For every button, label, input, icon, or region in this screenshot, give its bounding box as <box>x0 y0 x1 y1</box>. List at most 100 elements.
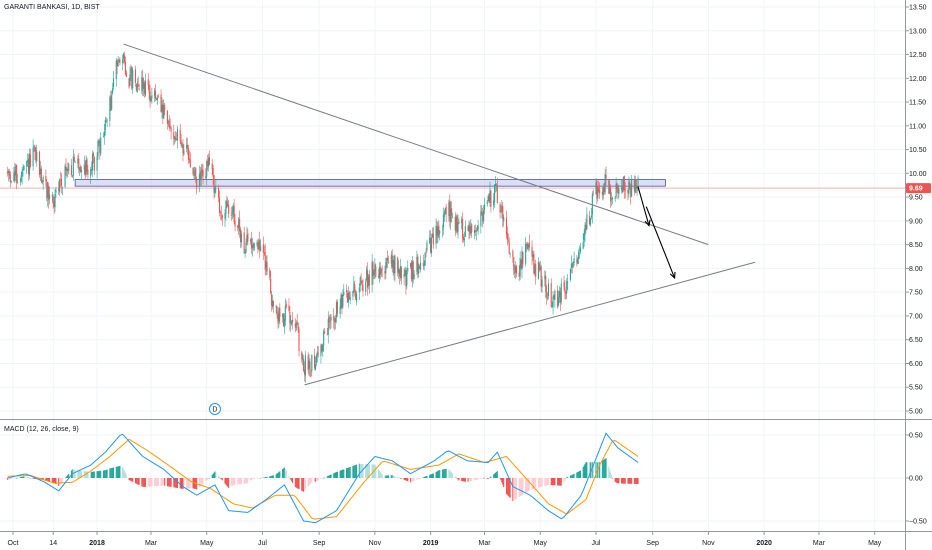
candle-body <box>380 269 382 274</box>
candle-body <box>464 226 466 238</box>
histogram-bar <box>441 469 444 478</box>
candle-body <box>634 179 636 193</box>
histogram-bar <box>215 472 217 478</box>
candle-body <box>296 322 298 324</box>
event-marker[interactable]: D <box>208 403 221 415</box>
histogram-bar <box>9 478 11 480</box>
histogram-bar <box>494 473 496 478</box>
candle-body <box>33 146 35 147</box>
candle-body <box>623 176 625 191</box>
dividend-marker[interactable] <box>208 403 221 415</box>
histogram-bar <box>20 477 22 478</box>
macd-title: MACD (12, 26, close, 9) <box>4 426 79 433</box>
candle-body <box>10 180 12 183</box>
candle-body <box>608 179 610 194</box>
candle-body <box>375 266 377 277</box>
candle-body <box>20 175 22 182</box>
histogram-bar <box>322 478 324 479</box>
histogram-bar <box>321 478 323 479</box>
histogram-bar <box>137 478 139 485</box>
histogram-bar <box>506 478 508 495</box>
candle-body <box>182 144 184 154</box>
histogram-bar <box>483 477 486 479</box>
histogram-bar <box>489 477 491 478</box>
candle-body <box>170 128 172 132</box>
candle-body <box>522 252 524 264</box>
histogram-bar <box>521 478 523 496</box>
histogram-bar <box>106 469 108 478</box>
candle-body <box>164 104 166 110</box>
candle-body <box>569 268 571 280</box>
time-tick-label: Mar <box>145 540 158 547</box>
candle-body <box>360 278 362 280</box>
candle-body <box>282 314 284 317</box>
candle-body <box>90 169 92 177</box>
candle-body <box>263 252 265 253</box>
histogram-bar <box>336 471 338 478</box>
histogram-bar <box>514 478 516 500</box>
candle-body <box>303 359 305 372</box>
price-tick-label: 6.00 <box>909 361 923 368</box>
candle-body <box>355 291 357 300</box>
histogram-bar <box>585 462 587 478</box>
histogram-bar <box>8 478 10 480</box>
candle-body <box>80 166 82 173</box>
histogram-bar <box>131 478 133 482</box>
candle-body <box>328 317 330 322</box>
candle-body <box>201 169 203 173</box>
histogram-bar <box>458 478 460 481</box>
histogram-bar <box>618 478 620 484</box>
histogram-bar <box>541 478 543 487</box>
histogram-bar <box>544 478 546 486</box>
candle-body <box>104 119 106 131</box>
histogram-bar <box>128 478 130 481</box>
candle-body <box>72 156 74 176</box>
candle-body <box>534 265 536 274</box>
candle-body <box>85 160 87 175</box>
histogram-bar <box>374 464 376 478</box>
histogram-bar <box>154 478 156 487</box>
histogram-bar <box>356 464 358 478</box>
histogram-bar <box>231 478 233 486</box>
candle-body <box>310 370 312 372</box>
candle-body <box>194 169 196 176</box>
candle-body <box>60 178 62 187</box>
candle-body <box>347 292 349 303</box>
candle-body <box>398 267 400 274</box>
histogram-bar <box>228 478 230 488</box>
histogram-bar <box>387 475 389 478</box>
histogram-bar <box>390 475 392 478</box>
histogram-bar <box>162 478 164 486</box>
candle-body <box>8 171 10 176</box>
histogram-bar <box>358 463 360 478</box>
candle-body <box>586 214 588 229</box>
candle-body <box>490 190 492 207</box>
candle-body <box>622 176 624 191</box>
histogram-bar <box>138 478 140 486</box>
candle-body <box>398 269 401 277</box>
histogram-bar <box>147 478 149 487</box>
histogram-bar <box>320 478 322 480</box>
candle-body <box>218 188 220 198</box>
time-tick-label: Jul <box>258 540 267 547</box>
histogram-bar <box>621 478 623 484</box>
candle-body <box>566 281 568 293</box>
candle-body <box>80 169 83 172</box>
histogram-bar <box>605 458 607 478</box>
candle-body <box>308 360 310 369</box>
histogram-bar <box>288 476 290 478</box>
histogram-bar <box>189 478 191 489</box>
histogram-bar <box>528 478 530 491</box>
candle-body <box>367 270 369 288</box>
candle-body <box>366 268 368 281</box>
histogram-bar <box>316 478 318 481</box>
candle-body <box>487 195 489 201</box>
histogram-bar <box>341 469 343 478</box>
histogram-bar <box>362 464 364 478</box>
time-tick-label: 2019 <box>423 540 439 547</box>
histogram-bar <box>259 478 261 479</box>
candle-body <box>239 218 241 232</box>
histogram-bar <box>232 478 234 486</box>
histogram-bar <box>67 474 69 478</box>
